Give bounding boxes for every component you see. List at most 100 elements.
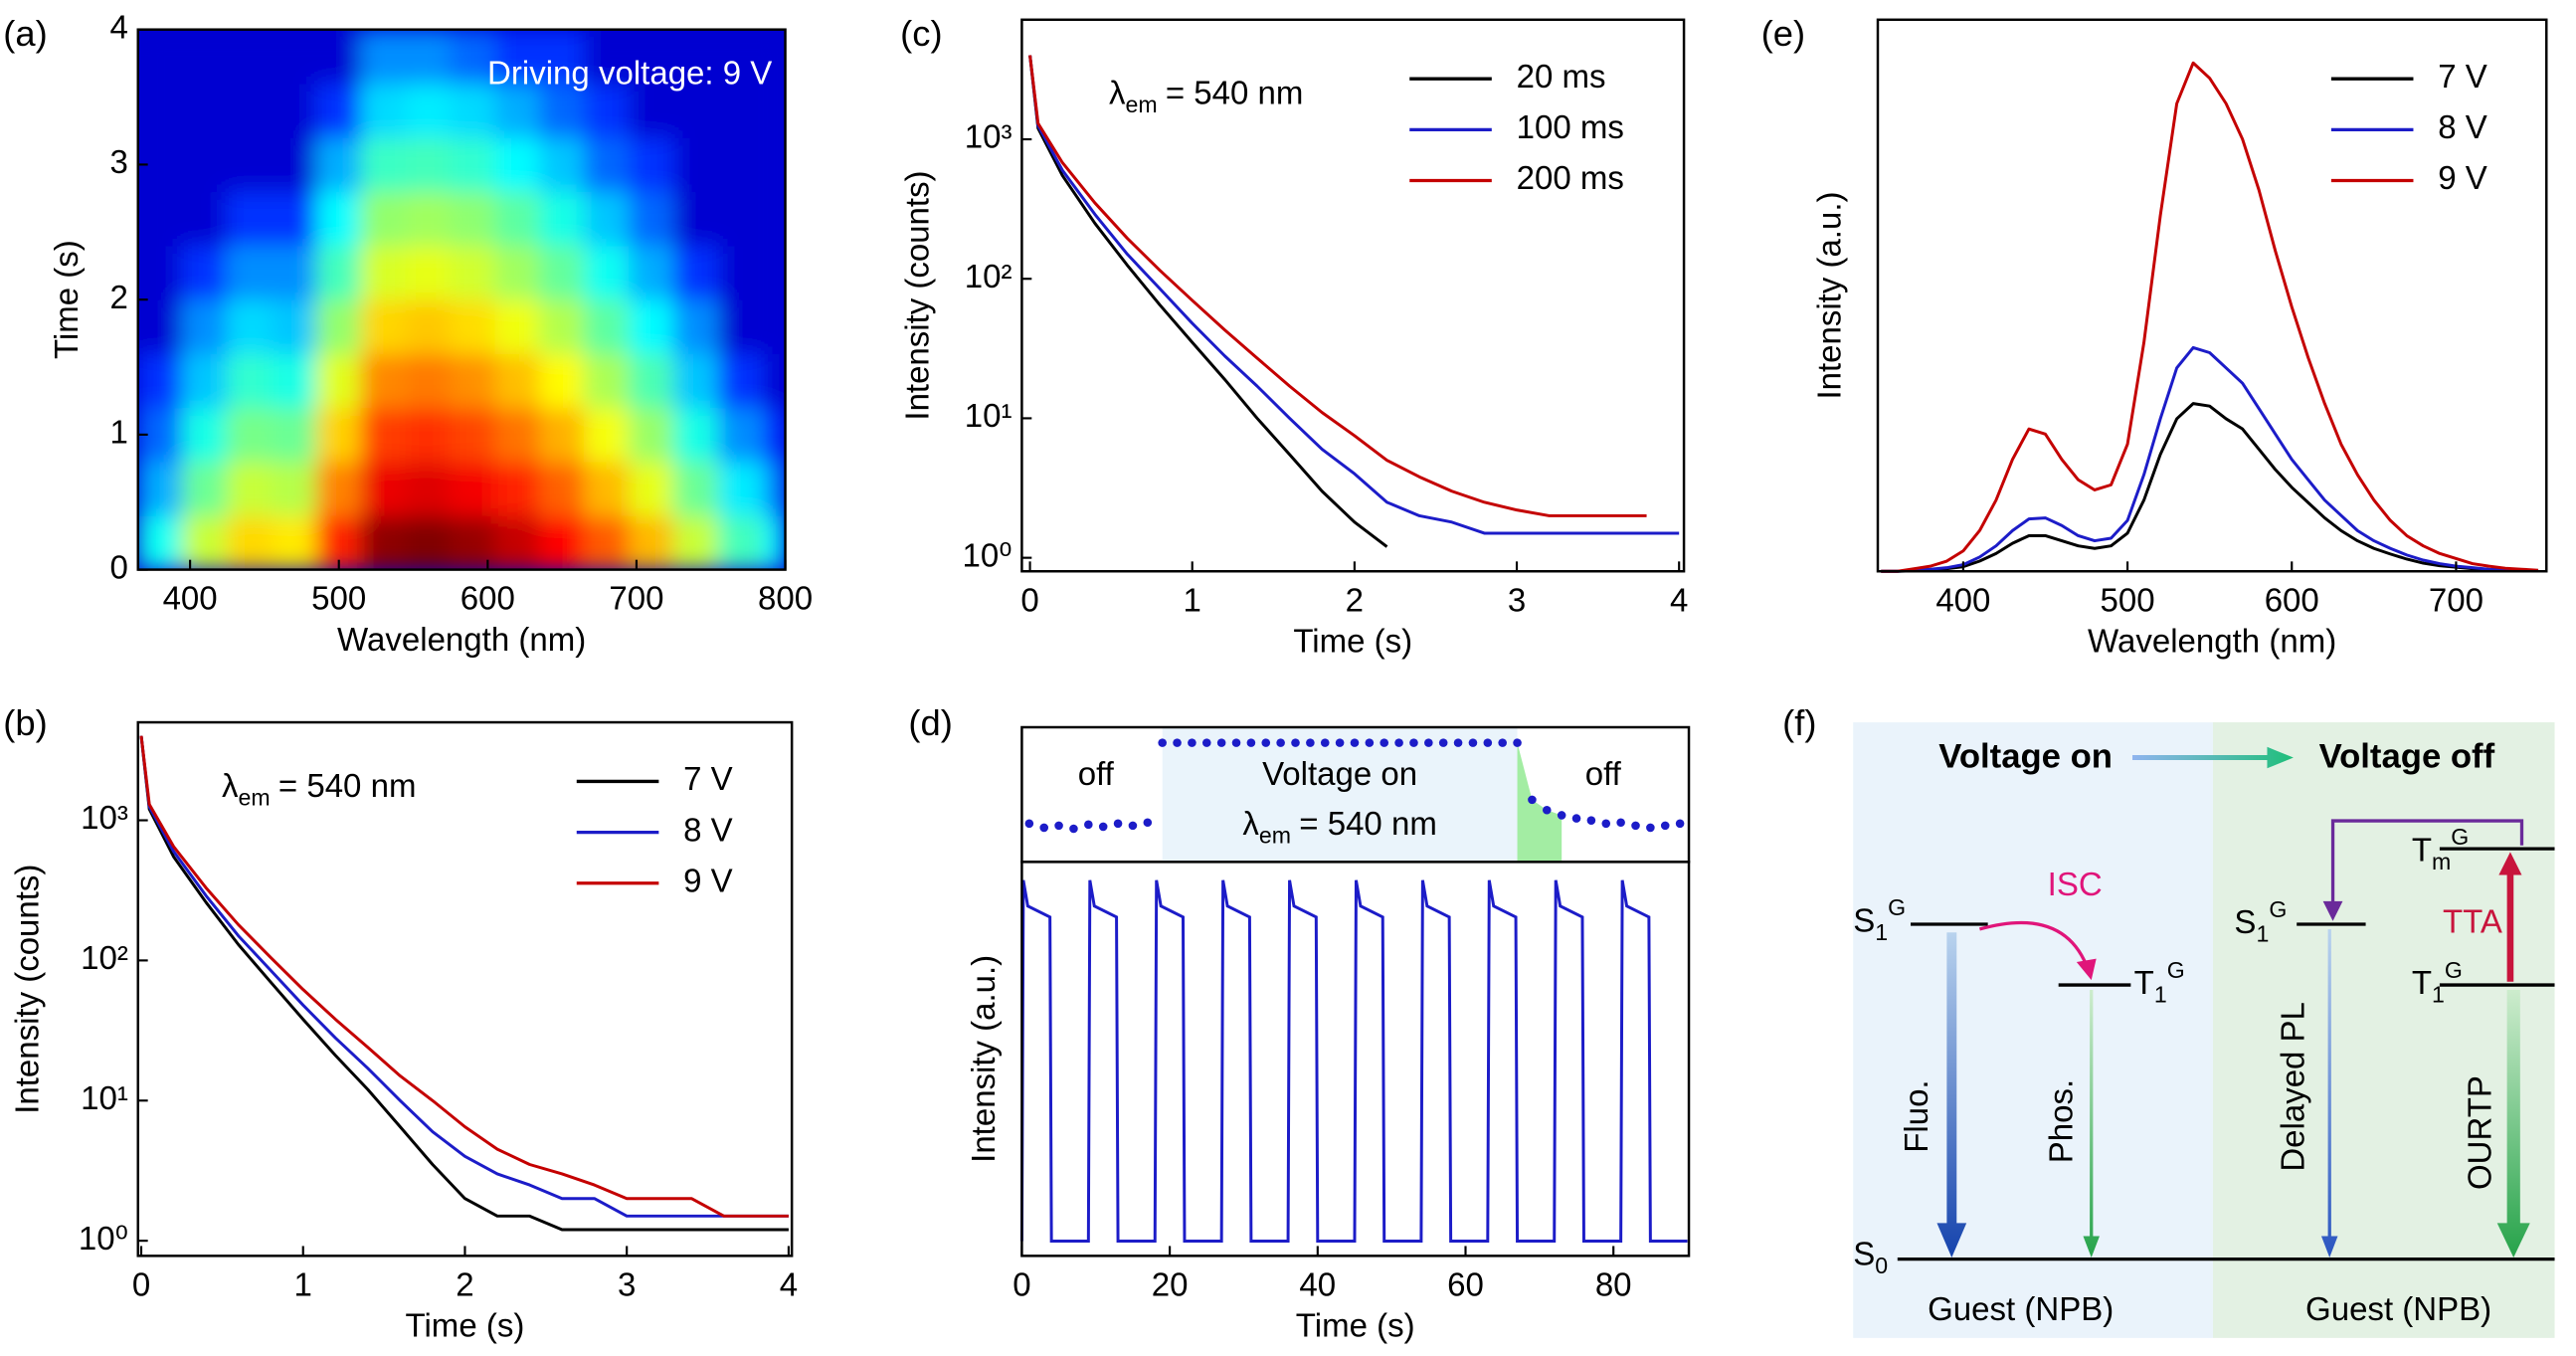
series-line	[1881, 61, 2539, 573]
y-tick-label: 10⁰	[963, 536, 1012, 573]
heat-cell	[628, 298, 674, 354]
strip-dot	[1024, 819, 1034, 829]
heat-cell	[271, 191, 317, 247]
strip-dot	[1069, 824, 1078, 834]
x-tick-label: 500	[2101, 581, 2155, 618]
heat-cell	[672, 461, 719, 516]
heat-cell	[584, 461, 630, 516]
legend-label: 8 V	[683, 811, 733, 848]
heat-cell	[227, 191, 273, 247]
strip-dot	[1394, 738, 1403, 747]
x-tick-label: 4	[780, 1265, 798, 1302]
strip-dot	[1542, 805, 1552, 815]
series-line	[139, 735, 789, 1232]
series-line	[1881, 345, 2539, 573]
strip-dot	[1173, 738, 1182, 747]
x-tick-label: 0	[1020, 581, 1038, 618]
legend-label: 200 ms	[1517, 159, 1624, 196]
isc-arrow	[1978, 920, 2089, 966]
y-tick-label: 2	[109, 279, 127, 315]
panel-bg	[2212, 722, 2555, 1338]
heat-cell	[762, 136, 786, 193]
heat-cell	[271, 83, 317, 138]
symbol: λ	[1242, 805, 1259, 842]
state-base: S	[1853, 1235, 1875, 1271]
heat-cell	[227, 298, 273, 354]
heat-cell	[494, 514, 541, 570]
y-tick-label: 10¹	[81, 1079, 128, 1116]
strip-dot	[1291, 738, 1300, 747]
strip-dot	[1631, 821, 1640, 831]
process-label: OURTP	[2462, 1075, 2498, 1190]
heat-cell	[182, 461, 229, 516]
heat-cell	[271, 461, 317, 516]
strip-dot	[1276, 738, 1285, 747]
state-sup: G	[2451, 824, 2469, 850]
strip-dot	[1616, 818, 1625, 828]
state-base: S	[2234, 903, 2256, 940]
state-label: S0	[1853, 1235, 1888, 1278]
heat-cell	[227, 83, 273, 138]
y-axis-title: Intensity (counts)	[8, 865, 45, 1114]
heat-cell	[227, 29, 273, 85]
footer: Guest (NPB)	[2305, 1290, 2491, 1327]
heat-cell	[137, 298, 184, 354]
heat-cell	[539, 136, 586, 193]
heat-cell	[584, 29, 630, 85]
state-sub: m	[2432, 849, 2451, 874]
heat-cell	[672, 245, 719, 300]
x-tick-label: 3	[618, 1265, 636, 1302]
strip-dot	[1513, 738, 1522, 747]
heat-cell	[494, 29, 541, 85]
strip-dot	[1113, 819, 1123, 829]
heat-cell	[672, 191, 719, 247]
strip-dot	[1528, 795, 1537, 805]
heat-cell	[315, 29, 362, 85]
heat-cell	[584, 514, 630, 570]
series-line	[1028, 55, 1388, 548]
x-tick-label: 2	[1346, 581, 1364, 618]
text: = 540 nm	[1166, 74, 1304, 110]
heat-cell	[360, 407, 407, 463]
arrowhead	[2322, 900, 2343, 921]
plot-frame	[1020, 18, 1686, 573]
symbol: λ	[1109, 74, 1126, 110]
symbol: λ	[222, 767, 239, 804]
heat-cell	[762, 298, 786, 354]
fluo-arrow	[1936, 932, 1967, 1258]
heat-cell	[539, 407, 586, 463]
heat-cell	[762, 352, 786, 409]
heat-cell	[494, 136, 541, 193]
heat-cell	[182, 191, 229, 247]
heat-cell	[271, 29, 317, 85]
heat-cell	[450, 461, 496, 516]
heat-cell	[360, 298, 407, 354]
strip-dot	[1098, 822, 1108, 832]
heat-cell	[137, 514, 184, 570]
heat-cell	[628, 407, 674, 463]
footer: Guest (NPB)	[1928, 1290, 2114, 1327]
heat-cell	[494, 191, 541, 247]
state-label: T1G	[2412, 957, 2463, 1008]
strip-frame	[1020, 725, 1691, 864]
strip-dot	[1054, 821, 1063, 831]
heat-cell	[227, 245, 273, 300]
panel-bg	[1853, 722, 2213, 1338]
heat-cell	[405, 29, 452, 85]
heat-cell	[762, 191, 786, 247]
header: Voltage on	[1938, 738, 2113, 776]
strip-dot	[1039, 823, 1049, 833]
heat-cell	[315, 83, 362, 138]
process-label: TTA	[2443, 903, 2502, 940]
heat-cell	[717, 407, 764, 463]
heat-cell	[360, 461, 407, 516]
x-tick-label: 4	[1670, 581, 1688, 618]
plot-lines	[1019, 879, 1688, 1244]
strip-dot	[1453, 738, 1463, 747]
heat-cell	[271, 352, 317, 409]
plot-lines	[139, 735, 789, 1232]
heat-cell	[762, 461, 786, 516]
heat-cell	[182, 298, 229, 354]
y-tick-label: 1	[109, 414, 127, 451]
heat-cell	[227, 514, 273, 570]
